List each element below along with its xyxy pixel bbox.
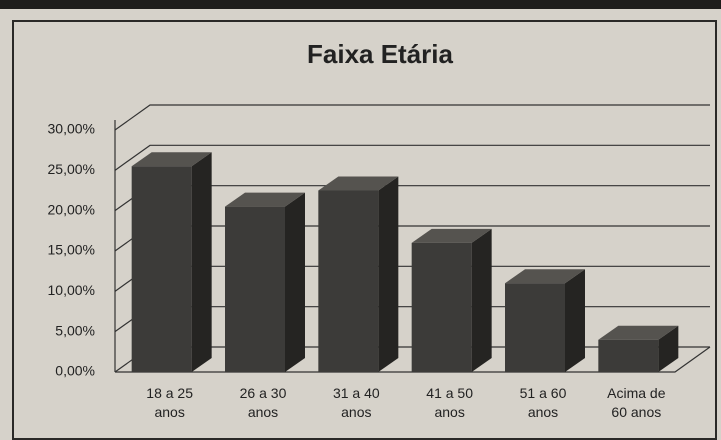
- x-tick-label: 51 a 60 anos: [519, 385, 567, 420]
- bar-front: [598, 339, 659, 372]
- bar-side: [378, 176, 399, 372]
- x-tick-label: 41 a 50 anos: [426, 385, 474, 420]
- y-tick-label: 15,00%: [48, 242, 95, 258]
- bar-side: [471, 228, 492, 372]
- bar-top: [505, 269, 585, 284]
- grid-line: [114, 144, 710, 171]
- x-tick-label: Acima de 60 anos: [607, 385, 666, 420]
- bar-top: [318, 176, 399, 191]
- bar: [225, 192, 305, 372]
- bar: [131, 152, 212, 372]
- grid-line: [114, 104, 710, 131]
- y-tick-label: 10,00%: [48, 282, 95, 298]
- y-tick-label: 25,00%: [48, 161, 95, 177]
- bar-side: [565, 269, 585, 372]
- floor: [115, 346, 711, 373]
- bar: [411, 228, 492, 372]
- bar-side: [191, 152, 212, 372]
- x-tick-label: 31 a 40 anos: [332, 385, 380, 420]
- bar-front: [131, 166, 192, 372]
- bar-side: [285, 192, 305, 372]
- chart-title: Faixa Etária: [307, 39, 454, 69]
- bar-side: [658, 325, 679, 372]
- bar: [318, 176, 399, 372]
- y-tick-label: 0,00%: [55, 363, 95, 379]
- x-tick-label: 26 a 30 anos: [239, 385, 287, 420]
- bar-front: [411, 242, 472, 372]
- y-tick-label: 20,00%: [48, 201, 95, 217]
- top-bar: [0, 0, 721, 9]
- chart: Faixa Etária 0,00% 5,00% 10,00% 15,00% 20,00…: [48, 39, 711, 379]
- bar-front: [318, 190, 379, 372]
- bar-top: [131, 152, 212, 167]
- bar: [505, 269, 585, 372]
- bar-front: [505, 283, 565, 372]
- x-tick-label: 18 a 25 anos: [146, 385, 194, 420]
- bar-top: [411, 228, 492, 243]
- bar-front: [225, 206, 285, 372]
- bar: [598, 325, 679, 372]
- y-tick-label: 5,00%: [55, 322, 95, 338]
- y-tick-label: 30,00%: [48, 121, 95, 137]
- bar-top: [598, 325, 679, 340]
- bar-top: [225, 192, 305, 207]
